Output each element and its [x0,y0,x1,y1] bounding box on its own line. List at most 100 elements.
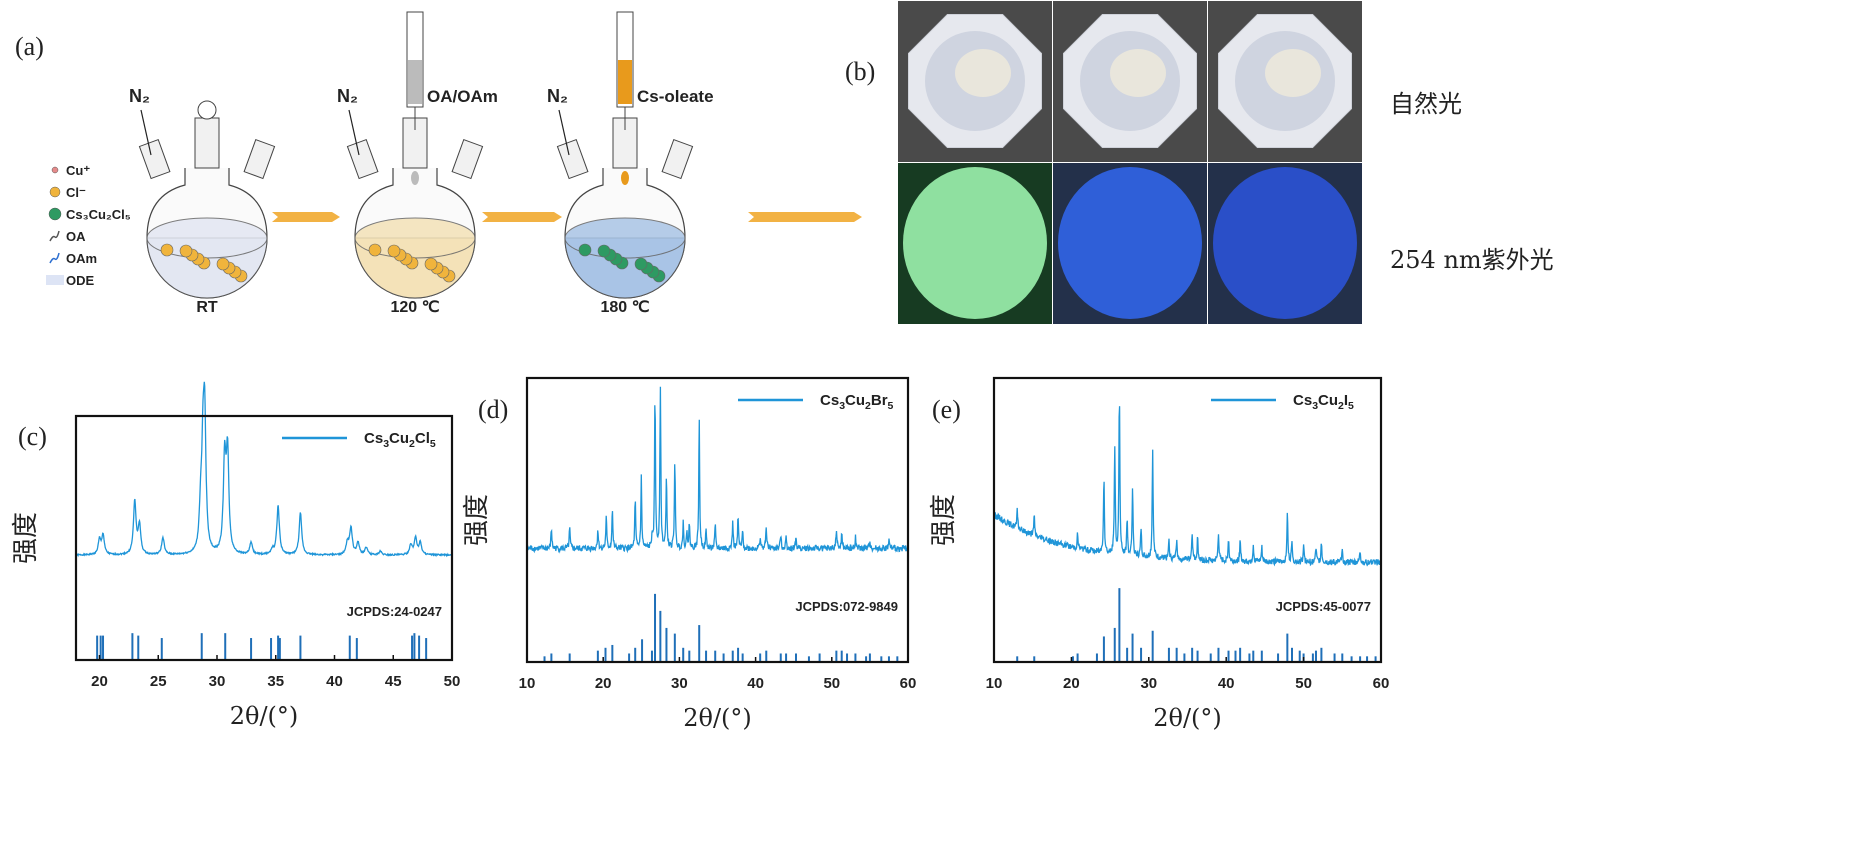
particle-icon [368,243,382,257]
syringe-fill-icon [408,60,422,104]
luminescent-powder-icon [1213,167,1357,319]
species-legend: Cu⁺ Cl⁻ Cs₃Cu₂Cl₅ OA OAm ODE [46,163,131,288]
reaction-flasks: N₂ RT N₂ 120 ℃ OA/OAm N₂ 180 ℃ Cs-oleate [129,11,862,316]
legend-label: Cs3Cu2Br5 [820,392,894,412]
temperature-label: 180 ℃ [600,299,649,316]
panel-label-c: (c) [18,422,47,451]
reference-label: JCPDS:072-9849 [795,599,898,614]
particle-icon [424,257,438,271]
legend-marker-icon [51,166,59,174]
luminescent-powder-icon [1058,167,1202,319]
particle-icon [597,244,611,258]
legend-marker-icon [49,186,61,198]
x-axis-label: 2θ/(°) [1153,704,1222,732]
legend-label: Cs₃Cu₂Cl₅ [66,207,131,222]
legend-label: Cu⁺ [66,163,90,178]
x-tick-label: 60 [900,675,917,692]
x-tick-label: 30 [209,673,226,690]
legend-swatch-icon [46,275,64,285]
particle-icon [216,257,230,271]
gas-label: N₂ [547,86,568,106]
panel-label-d: (d) [478,395,508,424]
plot-frame [74,414,454,662]
droplet-icon [411,171,419,185]
temperature-label: 120 ℃ [390,299,439,316]
x-tick-label: 60 [1373,675,1390,692]
panel-a-schematic: (a) Cu⁺ Cl⁻ Cs₃Cu₂Cl₅ OA OAm ODE N₂ RT N₂ 120 ℃ O… [15,11,862,316]
powder-sample-icon [955,49,1011,97]
reference-label: JCPDS:45-0077 [1276,599,1371,614]
legend-label: ODE [66,273,95,288]
flask-step: N₂ 180 ℃ Cs-oleate [547,11,714,316]
side-neck-icon [243,139,276,180]
side-neck-icon [556,139,589,180]
xrd-chart: JCPDS:24-0247 20 25 30 35 40 45 50 2θ/(°) 强度 Cs3Cu… [11,381,461,730]
side-neck-icon [451,139,484,180]
process-arrow-icon [482,212,562,222]
xrd-charts: JCPDS:24-0247 20 25 30 35 40 45 50 2θ/(°) 强度 Cs3Cu… [11,376,1390,732]
legend-label: OAm [66,251,97,266]
legend-label: Cs3Cu2I5 [1293,392,1354,412]
powder-sample-icon [1265,49,1321,97]
particle-icon [160,243,174,257]
legend-marker-icon [48,207,62,221]
gas-label: N₂ [337,86,358,106]
illumination-label: 自然光 [1390,90,1462,118]
x-tick-label: 40 [1218,675,1235,692]
illumination-label: 254 nm紫外光 [1390,246,1554,274]
x-tick-label: 50 [1295,675,1312,692]
particle-icon [578,243,592,257]
temperature-label: RT [196,299,218,316]
panel-label-e: (e) [932,395,961,424]
powder-sample-icon [1110,49,1166,97]
x-tick-label: 35 [267,673,284,690]
gas-label: N₂ [129,86,150,106]
x-tick-label: 20 [91,673,108,690]
legend-label: Cl⁻ [66,185,86,200]
legend-label: OA [66,229,86,244]
panel-label-a: (a) [15,32,44,61]
syringe-label: OA/OAm [427,87,498,106]
x-tick-label: 50 [444,673,461,690]
side-neck-icon [661,139,694,180]
flask-step: N₂ 120 ℃ OA/OAm [337,11,498,316]
reference-label: JCPDS:24-0247 [347,604,442,619]
plot-frame [992,376,1383,664]
side-neck-icon [138,139,171,180]
x-tick-label: 20 [1063,675,1080,692]
x-tick-label: 10 [519,675,536,692]
particle-icon [387,244,401,258]
process-arrow-icon [748,212,862,222]
photo-grid: 自然光 254 nm紫外光 [898,1,1554,324]
measured-pattern-line [993,406,1382,567]
x-axis-label: 2θ/(°) [230,702,299,730]
syringe-fill-icon [618,60,632,104]
x-tick-label: 50 [823,675,840,692]
legend-chain-icon [49,230,60,242]
gas-inlet-arrow-icon [348,109,360,156]
droplet-icon [621,171,629,185]
y-axis-label: 强度 [462,494,492,546]
x-tick-label: 20 [595,675,612,692]
syringe-label: Cs-oleate [637,87,714,106]
xrd-chart: JCPDS:072-9849 10 20 30 40 50 60 2θ/(°) 强度 Cs3Cu2… [462,376,917,732]
xrd-chart: JCPDS:45-0077 10 20 30 40 50 60 2θ/(°) 强度 Cs3Cu2I… [929,376,1390,732]
panel-label-b: (b) [845,57,875,86]
process-arrow-icon [272,212,340,222]
x-tick-label: 30 [671,675,688,692]
gas-inlet-arrow-icon [558,109,570,156]
x-tick-label: 30 [1140,675,1157,692]
legend-chain-icon [49,252,60,264]
particle-icon [634,257,648,271]
y-axis-label: 强度 [929,494,959,546]
stopper-icon [197,100,217,120]
panel-b-photos: (b) 自然光 254 nm紫外光 [845,1,1554,324]
luminescent-powder-icon [903,167,1047,319]
legend-label: Cs3Cu2Cl5 [364,430,436,450]
x-tick-label: 45 [385,673,402,690]
x-tick-label: 40 [326,673,343,690]
x-tick-label: 25 [150,673,167,690]
particle-icon [179,244,193,258]
gas-inlet-arrow-icon [140,109,152,156]
